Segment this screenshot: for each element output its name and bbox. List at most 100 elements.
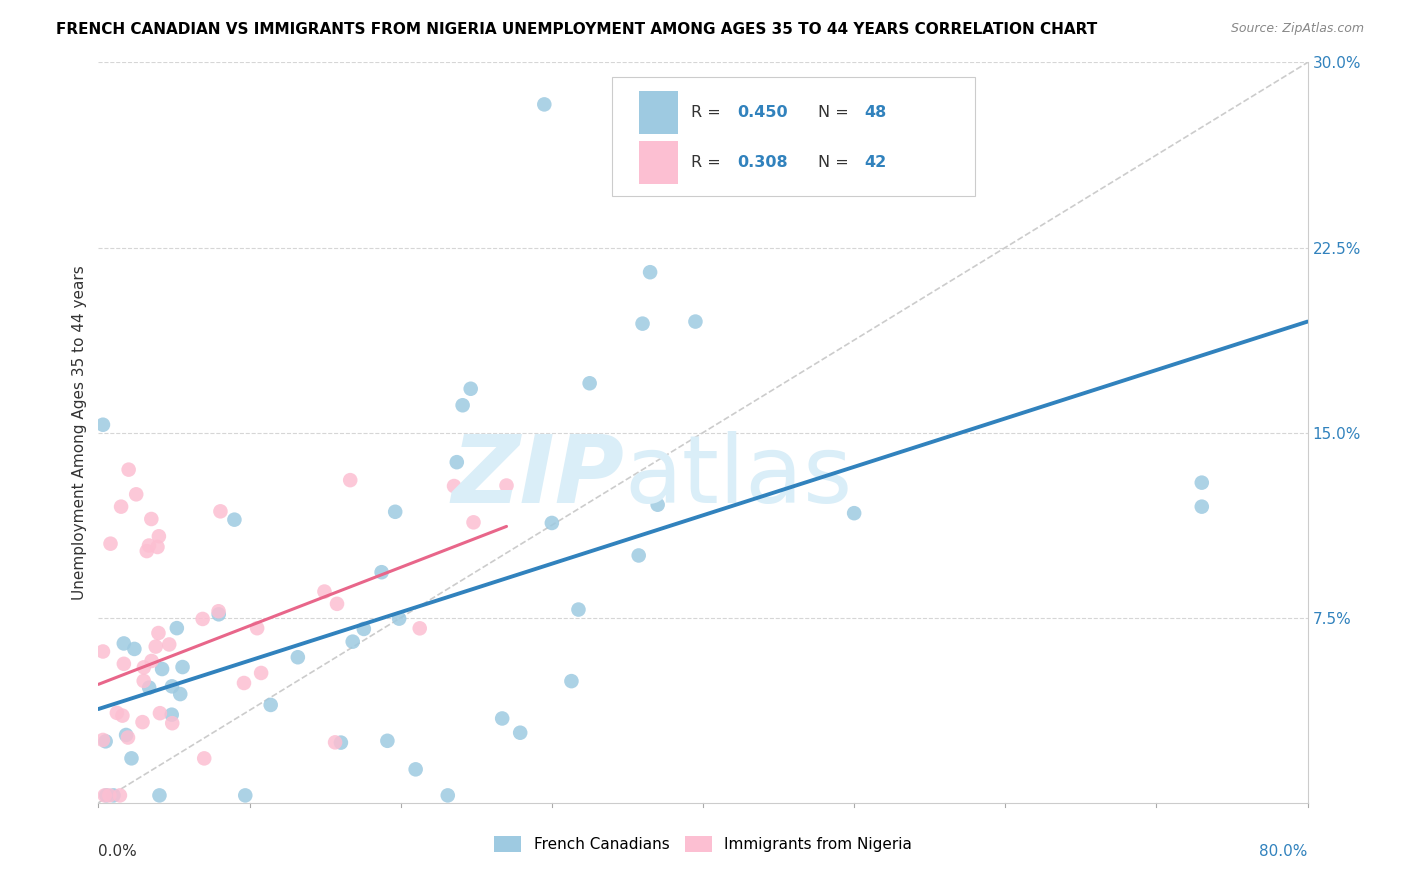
Text: R =: R = [690,105,725,120]
Point [339,473,361,487]
Point [148,626,170,640]
Point [157,637,180,651]
Point [108,789,131,803]
Point [638,265,661,279]
Text: 0.308: 0.308 [737,155,787,169]
Point [246,621,269,635]
Point [1191,475,1213,490]
Point [160,679,183,693]
Point [384,505,406,519]
Point [148,529,170,543]
Point [844,506,866,520]
FancyBboxPatch shape [613,78,976,195]
Point [533,97,555,112]
Text: FRENCH CANADIAN VS IMMIGRANTS FROM NIGERIA UNEMPLOYMENT AMONG AGES 35 TO 44 YEAR: FRENCH CANADIAN VS IMMIGRANTS FROM NIGER… [56,22,1098,37]
Point [209,504,232,518]
Point [100,536,122,550]
Point [132,673,155,688]
Point [353,622,375,636]
Point [112,657,135,671]
Point [112,636,135,650]
Point [631,317,654,331]
Point [323,735,346,749]
Point [94,734,117,748]
Point [443,479,465,493]
Point [117,731,139,745]
Point [409,621,432,635]
Legend: French Canadians, Immigrants from Nigeria: French Canadians, Immigrants from Nigeri… [488,830,918,858]
Point [329,736,352,750]
Point [103,789,125,803]
Point [149,706,172,721]
Point [138,681,160,695]
Point [451,398,474,412]
Point [370,565,392,579]
Point [105,706,128,720]
Point [111,708,134,723]
Point [446,455,468,469]
Point [647,498,669,512]
Point [567,602,589,616]
Text: 80.0%: 80.0% [1260,844,1308,858]
Point [326,597,349,611]
Point [578,376,600,391]
Point [509,725,531,739]
Text: atlas: atlas [624,431,852,523]
Point [93,789,115,803]
Point [388,612,411,626]
Point [96,789,118,803]
Point [495,478,517,492]
Point [146,540,169,554]
Point [207,604,229,618]
Bar [638,91,678,135]
Point [250,665,273,680]
Point [627,549,650,563]
Point [131,715,153,730]
Y-axis label: Unemployment Among Ages 35 to 44 years: Unemployment Among Ages 35 to 44 years [72,265,87,600]
Point [141,654,163,668]
Point [685,314,707,328]
Point [121,751,143,765]
Point [540,516,562,530]
Point [150,662,173,676]
Text: 42: 42 [863,155,886,169]
Point [193,751,215,765]
Point [91,733,114,747]
Point [160,707,183,722]
Point [172,660,194,674]
Point [191,612,214,626]
Point [91,644,114,658]
Point [342,634,364,648]
Point [91,417,114,432]
Point [560,674,582,689]
Point [166,621,188,635]
Text: N =: N = [818,105,853,120]
Text: ZIP: ZIP [451,431,624,523]
Point [124,642,146,657]
Point [169,687,191,701]
Point [377,733,399,747]
Text: 0.0%: 0.0% [98,844,138,858]
Point [135,544,157,558]
Point [233,789,256,803]
Text: 48: 48 [863,105,886,120]
Point [1191,500,1213,514]
Point [314,584,336,599]
Text: R =: R = [690,155,725,169]
Point [233,676,256,690]
Point [138,539,160,553]
Bar [638,141,678,184]
Point [162,716,184,731]
Text: N =: N = [818,155,853,169]
Point [208,607,231,622]
Point [115,728,138,742]
Point [148,789,170,803]
Point [132,660,155,674]
Point [125,487,148,501]
Point [405,762,427,776]
Point [141,512,163,526]
Text: 0.450: 0.450 [737,105,787,120]
Text: Source: ZipAtlas.com: Source: ZipAtlas.com [1230,22,1364,36]
Point [110,500,132,514]
Point [491,711,513,725]
